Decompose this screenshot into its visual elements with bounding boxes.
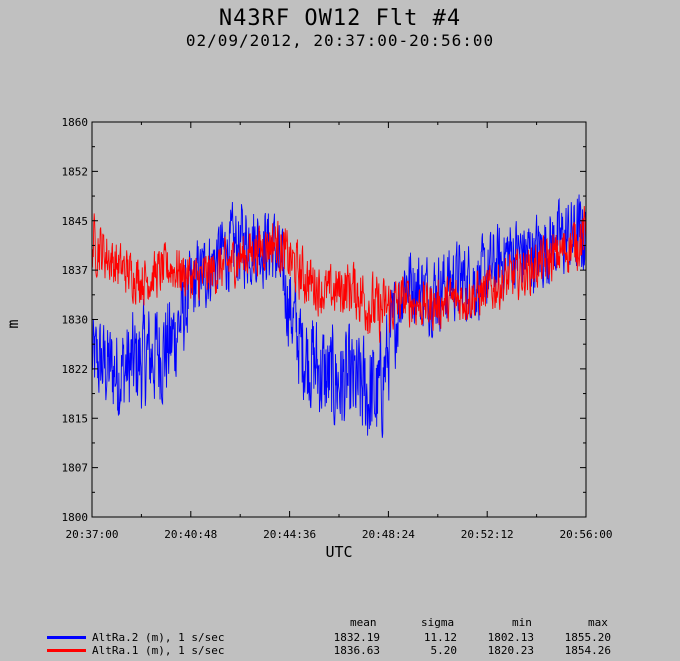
time-series-chart: 1800 1807 1815 1822 1830 1837 1845 1852 1860 20:3…: [4, 116, 613, 561]
x-tick-label: 20:48:24: [362, 528, 415, 541]
x-tick-label: 20:56:00: [560, 528, 613, 541]
series-altra1-line: [91, 206, 587, 343]
x-tick-label: 20:37:00: [66, 528, 119, 541]
y-tick-label: 1807: [62, 462, 89, 475]
legend-header-min: min: [512, 616, 532, 629]
y-axis-label: m: [4, 319, 22, 328]
x-tick-label: 20:40:48: [164, 528, 217, 541]
y-tick-label: 1837: [62, 264, 89, 277]
chart-subtitle: 02/09/2012, 20:37:00-20:56:00: [185, 31, 495, 50]
legend-min: 1820.23: [487, 644, 534, 657]
legend: mean sigma min max AltRa.2 (m), 1 s/sec …: [0, 616, 680, 661]
y-tick-label: 1822: [62, 363, 89, 376]
series-layer: [91, 194, 587, 438]
legend-mean: 1832.19: [333, 631, 380, 644]
legend-row-altra2: AltRa.2 (m), 1 s/sec 1832.19 11.12 1802.…: [0, 631, 680, 645]
legend-max: 1854.26: [564, 644, 611, 657]
y-tick-label: 1800: [62, 511, 89, 524]
legend-swatch-red: [47, 649, 86, 652]
y-tick-label: 1815: [62, 412, 89, 425]
legend-series-name: AltRa.1 (m), 1 s/sec: [92, 644, 225, 657]
y-tick-label: 1860: [62, 116, 89, 129]
legend-swatch-blue: [47, 636, 86, 639]
legend-header-max: max: [588, 616, 608, 629]
x-tick-label: 20:52:12: [461, 528, 514, 541]
x-tick-label: 20:44:36: [263, 528, 316, 541]
legend-header-sigma: sigma: [421, 616, 455, 629]
legend-min: 1802.13: [487, 631, 534, 644]
axes-layer: 1800 1807 1815 1822 1830 1837 1845 1852 1860 20:3…: [62, 116, 613, 541]
legend-header-mean: mean: [350, 616, 377, 629]
y-tick-label: 1852: [62, 165, 89, 178]
y-tick-label: 1830: [62, 314, 89, 327]
legend-max: 1855.20: [564, 631, 611, 644]
legend-series-name: AltRa.2 (m), 1 s/sec: [92, 631, 225, 644]
legend-sigma: 11.12: [423, 631, 457, 644]
chart-title: N43RF OW12 Flt #4: [218, 6, 462, 31]
y-tick-label: 1845: [62, 215, 89, 228]
legend-sigma: 5.20: [430, 644, 458, 657]
legend-row-altra1: AltRa.1 (m), 1 s/sec 1836.63 5.20 1820.2…: [0, 644, 680, 658]
legend-mean: 1836.63: [333, 644, 380, 657]
x-axis-label: UTC: [325, 543, 352, 561]
